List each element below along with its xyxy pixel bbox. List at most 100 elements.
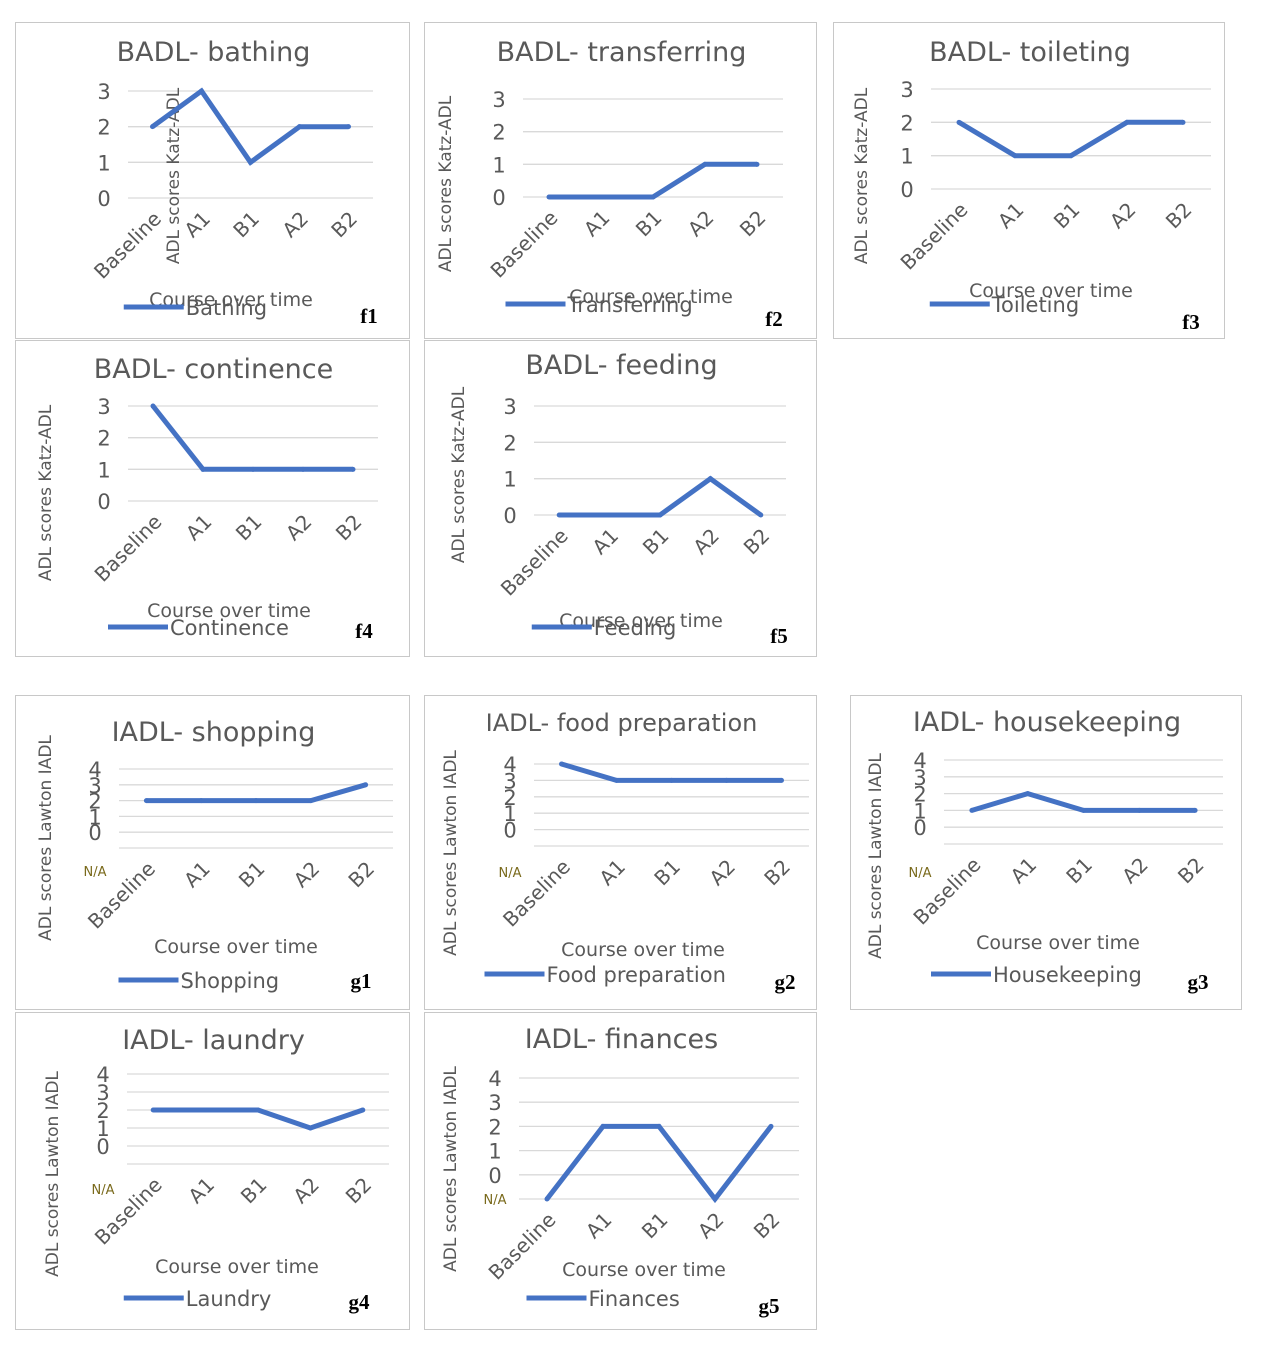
data-point <box>1136 807 1142 813</box>
panel-label: f5 <box>770 624 788 648</box>
y-tick-label: 3 <box>88 774 101 798</box>
x-category-label: A1 <box>993 198 1029 234</box>
y-tick-label: 0 <box>492 186 505 210</box>
y-tick-label: 4 <box>913 749 926 773</box>
data-point <box>702 161 708 167</box>
data-point <box>969 807 975 813</box>
chart-panel-f1: BADL- bathing 0 1 2 3 ADL scores Katz-ADL Base… <box>15 22 410 339</box>
data-point <box>300 466 306 472</box>
x-category-label: A1 <box>594 855 630 891</box>
data-point <box>297 124 302 130</box>
x-axis-title: Course over time <box>154 936 318 958</box>
data-point <box>255 1107 261 1113</box>
data-point <box>150 1107 156 1113</box>
panel-label: g3 <box>1188 970 1209 994</box>
legend-label: Feeding <box>594 616 677 640</box>
chart-panel-f4: BADL- continence 0 1 2 3 ADL scores Katz-ADL B… <box>15 340 410 657</box>
data-point <box>1180 119 1186 125</box>
x-category-label: B1 <box>649 855 685 891</box>
data-point <box>1068 153 1074 159</box>
x-category-label: B1 <box>1061 853 1097 889</box>
x-category-label: Baseline <box>90 510 167 587</box>
x-category-label: A2 <box>277 207 313 243</box>
y-tick-label: 2 <box>492 121 505 145</box>
chart-svg-f2: BADL- transferring 0 1 2 3 ADL scores Katz-AD… <box>436 37 783 331</box>
y-tick-label: 1 <box>97 458 110 482</box>
x-category-label: A1 <box>183 1173 219 1209</box>
y-axis-title: ADL scores Lawton IADL <box>866 753 886 959</box>
legend-label: Housekeeping <box>993 963 1142 987</box>
y-tick-label: 3 <box>96 1081 109 1105</box>
data-point <box>1192 807 1198 813</box>
x-axis-title: Course over time <box>147 600 311 622</box>
na-label: N/A <box>92 1183 115 1198</box>
y-axis-title: ADL scores Lawton IADL <box>441 750 461 956</box>
data-point <box>607 512 613 518</box>
x-axis-title: Course over time <box>149 289 313 311</box>
x-category-label: Baseline <box>496 524 573 601</box>
x-category-label: B2 <box>749 1208 785 1244</box>
chart-panel-g5: IADL- finances 0 1 2 3 4 N/A ADL scores Lawton … <box>424 1012 817 1330</box>
y-tick-label: 3 <box>492 88 505 112</box>
x-category-label: B1 <box>234 857 270 893</box>
x-category-label: B2 <box>1161 198 1197 234</box>
y-tick-label: 0 <box>488 1164 501 1188</box>
na-label: N/A <box>84 865 107 880</box>
data-point <box>250 466 256 472</box>
y-tick-label: 1 <box>913 799 926 823</box>
x-category-label: Baseline <box>486 206 563 283</box>
y-tick-label: 2 <box>913 783 926 807</box>
data-point <box>614 777 619 783</box>
x-axis-title: Course over time <box>969 280 1133 302</box>
series-line-feeding <box>559 475 763 518</box>
data-point <box>724 777 729 783</box>
chart-svg-f1: BADL- bathing 0 1 2 3 ADL scores Katz-ADLBase… <box>89 37 378 328</box>
y-tick-label: 1 <box>88 805 101 829</box>
chart-title: BADL- feeding <box>525 350 717 381</box>
y-tick-label: 2 <box>97 116 110 140</box>
data-point <box>248 159 253 165</box>
data-point <box>150 403 156 409</box>
x-category-label: A2 <box>704 855 740 891</box>
x-axis-title: Course over time <box>561 939 725 961</box>
y-tick-label: 4 <box>503 753 516 777</box>
y-tick-label: 0 <box>96 1135 109 1159</box>
x-axis-title: Course over time <box>155 1256 319 1278</box>
na-label: N/A <box>909 866 932 881</box>
data-point <box>598 194 604 200</box>
y-tick-label: 2 <box>97 427 110 451</box>
y-tick-label: 3 <box>900 78 913 102</box>
x-category-label: B2 <box>759 855 795 891</box>
legend-label: Bathing <box>186 296 267 320</box>
x-axis-title: Course over time <box>976 932 1140 954</box>
x-category-label: A1 <box>1006 853 1042 889</box>
legend-label: Shopping <box>181 969 280 993</box>
x-category-label: Baseline <box>89 207 166 284</box>
data-point <box>600 1123 606 1129</box>
data-point <box>1081 807 1086 813</box>
chart-panel-f2: BADL- transferring 0 1 2 3 ADL scores Katz-AD… <box>424 22 817 339</box>
y-tick-label: 3 <box>503 769 516 793</box>
y-tick-label: 0 <box>88 821 101 845</box>
y-tick-label: 1 <box>97 151 110 175</box>
x-category-label: A1 <box>179 857 215 893</box>
series-line-laundry <box>153 1107 364 1131</box>
panel-label: f4 <box>355 619 373 643</box>
panel-label: g2 <box>775 970 796 994</box>
x-category-label: A2 <box>688 524 724 560</box>
chart-panel-g4: IADL- laundry 0 1 2 3 4 N/A ADL scores Lawton I… <box>15 1012 410 1330</box>
data-point <box>650 194 656 200</box>
chart-svg-f5: BADL- feeding 0 1 2 3 ADL scores Katz-ADL Base… <box>449 350 788 648</box>
y-tick-label: 3 <box>488 1091 501 1115</box>
data-point <box>308 798 314 804</box>
y-axis-title: ADL scores Lawton IADL <box>43 1071 63 1277</box>
data-point <box>350 466 356 472</box>
data-point <box>307 1125 313 1131</box>
data-point <box>669 777 674 783</box>
legend-label: Continence <box>170 616 289 640</box>
data-point <box>559 761 564 767</box>
data-point <box>1025 791 1031 797</box>
y-tick-label: 1 <box>96 1117 109 1141</box>
